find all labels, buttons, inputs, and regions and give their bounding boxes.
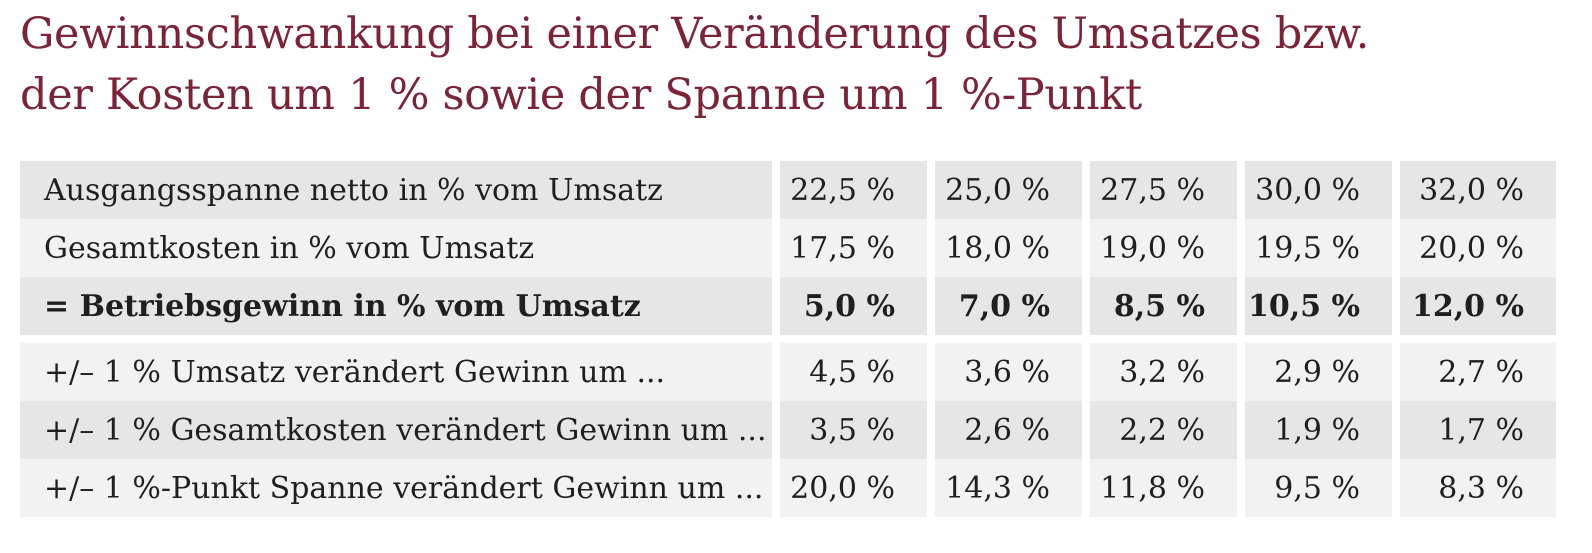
table-cell: 27,5 %: [1090, 161, 1237, 219]
table-cell: 2,7 %: [1400, 343, 1556, 401]
row-label: +/– 1 % Umsatz verändert Gewinn um ...: [20, 343, 772, 401]
title-line-1: Gewinnschwankung bei einer Veränderung d…: [20, 9, 1370, 59]
table-cell: 2,6 %: [935, 401, 1082, 459]
row-label: = Betriebsgewinn in % vom Umsatz: [20, 277, 772, 335]
table-cell: 3,6 %: [935, 343, 1082, 401]
table-cell: 10,5 %: [1245, 277, 1392, 335]
table-cell: 12,0 %: [1400, 277, 1556, 335]
table-row-gesamtkosten: Gesamtkosten in % vom Umsatz 17,5 % 18,0…: [20, 219, 1556, 277]
table-cell: 8,5 %: [1090, 277, 1237, 335]
table-cell: 32,0 %: [1400, 161, 1556, 219]
title-line-2: der Kosten um 1 % sowie der Spanne um 1 …: [20, 70, 1142, 120]
table-cell: 25,0 %: [935, 161, 1082, 219]
table-cell: 20,0 %: [780, 459, 927, 517]
table-cell: 7,0 %: [935, 277, 1082, 335]
table-row-umsatz-sensitivity: +/– 1 % Umsatz verändert Gewinn um ... 4…: [20, 343, 1556, 401]
table-cell: 30,0 %: [1245, 161, 1392, 219]
table-cell: 1,9 %: [1245, 401, 1392, 459]
table-cell: 14,3 %: [935, 459, 1082, 517]
table-cell: 20,0 %: [1400, 219, 1556, 277]
table-cell: 22,5 %: [780, 161, 927, 219]
table-cell: 3,5 %: [780, 401, 927, 459]
table-cell: 5,0 %: [780, 277, 927, 335]
table-row-ausgangsspanne: Ausgangsspanne netto in % vom Umsatz 22,…: [20, 161, 1556, 219]
table-row-spanne-sensitivity: +/– 1 %-Punkt Spanne verändert Gewinn um…: [20, 459, 1556, 517]
table-cell: 4,5 %: [780, 343, 927, 401]
table-cell: 17,5 %: [780, 219, 927, 277]
table-row-betriebsgewinn: = Betriebsgewinn in % vom Umsatz 5,0 % 7…: [20, 277, 1556, 335]
profit-sensitivity-table: Ausgangsspanne netto in % vom Umsatz 22,…: [20, 161, 1556, 517]
row-label: +/– 1 % Gesamtkosten verändert Gewinn um…: [20, 401, 772, 459]
table-cell: 19,0 %: [1090, 219, 1237, 277]
row-label: Gesamtkosten in % vom Umsatz: [20, 219, 772, 277]
table-cell: 9,5 %: [1245, 459, 1392, 517]
table-cell: 19,5 %: [1245, 219, 1392, 277]
page-title: Gewinnschwankung bei einer Veränderung d…: [20, 4, 1369, 126]
table-row-separator: [20, 335, 1556, 343]
table-cell: 1,7 %: [1400, 401, 1556, 459]
table-cell: 18,0 %: [935, 219, 1082, 277]
table-cell: 2,2 %: [1090, 401, 1237, 459]
row-label: Ausgangsspanne netto in % vom Umsatz: [20, 161, 772, 219]
table-row-kosten-sensitivity: +/– 1 % Gesamtkosten verändert Gewinn um…: [20, 401, 1556, 459]
table-cell: 11,8 %: [1090, 459, 1237, 517]
table-cell: 8,3 %: [1400, 459, 1556, 517]
row-label: +/– 1 %-Punkt Spanne verändert Gewinn um…: [20, 459, 772, 517]
table-cell: 3,2 %: [1090, 343, 1237, 401]
table-cell: 2,9 %: [1245, 343, 1392, 401]
